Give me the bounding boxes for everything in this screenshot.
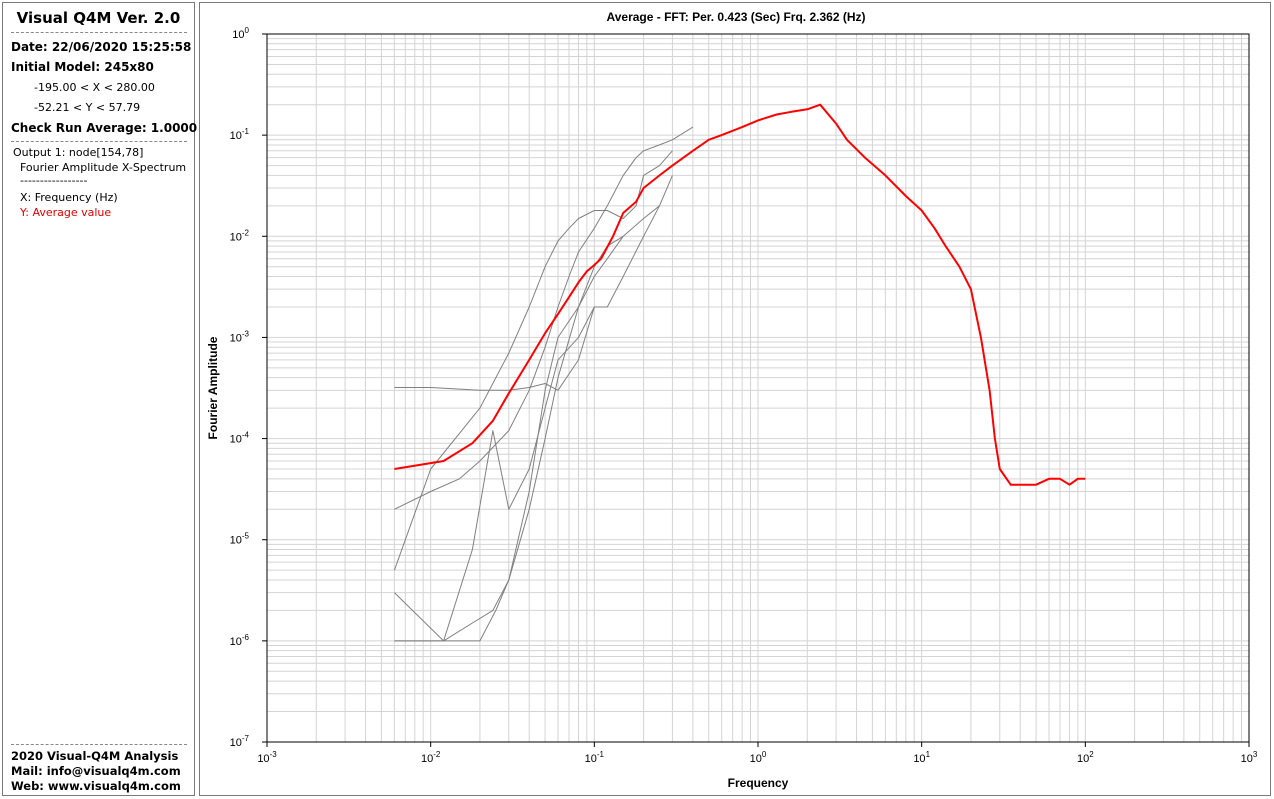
y-tick-label: 10-5	[230, 532, 250, 547]
y-tick-label: 10-1	[230, 127, 250, 142]
individual-series-line	[394, 126, 694, 510]
y-tick-base: 10	[232, 29, 244, 41]
grid	[267, 34, 1249, 742]
x-tick-label: 102	[1077, 750, 1094, 765]
y-tick-base: 10	[230, 130, 242, 142]
x-tick-exponent: 0	[762, 750, 767, 759]
info-sidebar: Visual Q4M Ver. 2.0 Date: 22/06/2020 15:…	[2, 2, 198, 796]
x-tick-base: 10	[750, 753, 762, 765]
x-tick-base: 10	[1241, 753, 1253, 765]
info-divider	[11, 141, 187, 142]
x-tick-exponent: -2	[433, 750, 441, 759]
y-tick-exponent: -1	[242, 127, 250, 136]
x-tick-label: 10-3	[257, 750, 277, 765]
y-tick-base: 10	[230, 231, 242, 243]
x-tick-exponent: 2	[1089, 750, 1094, 759]
y-tick-label: 100	[232, 26, 249, 41]
individual-series-line	[394, 205, 660, 642]
y-tick-exponent: -5	[242, 532, 250, 541]
x-tick-exponent: 1	[926, 750, 931, 759]
x-tick-exponent: -3	[270, 750, 278, 759]
app-title: Visual Q4M Ver. 2.0	[16, 9, 181, 27]
x-tick-exponent: 3	[1253, 750, 1258, 759]
date-label: Date: 22/06/2020 15:25:58	[11, 40, 192, 54]
x-range-label: -195.00 < X < 280.00	[34, 81, 155, 94]
x-tick-base: 10	[913, 753, 925, 765]
y-tick-exponent: -7	[242, 734, 250, 743]
x-tick-base: 10	[1077, 753, 1089, 765]
fft-chart: Average - FFT: Per. 0.423 (Sec) Frq. 2.3…	[206, 10, 1258, 790]
x-tick-base: 10	[585, 753, 597, 765]
chart-title: Average - FFT: Per. 0.423 (Sec) Frq. 2.3…	[607, 10, 866, 24]
spectrum-label: Fourier Amplitude X-Spectrum	[20, 161, 187, 174]
footer-web: Web: www.visualq4m.com	[11, 779, 181, 793]
y-tick-exponent: -3	[242, 329, 250, 338]
x-legend-label: X: Frequency (Hz)	[20, 191, 118, 204]
y-tick-exponent: -6	[242, 633, 250, 642]
initial-model-label: Initial Model: 245x80	[11, 60, 154, 74]
y-tick-base: 10	[230, 737, 242, 749]
x-tick-base: 10	[257, 753, 269, 765]
y-tick-label: 10-3	[230, 329, 250, 344]
y-tick-base: 10	[230, 332, 242, 344]
individual-series-line	[394, 306, 595, 391]
individual-series-line	[394, 236, 624, 642]
footer-mail: Mail: info@visualq4m.com	[11, 764, 181, 778]
y-axis-title: Fourier Amplitude	[206, 336, 220, 439]
y-tick-base: 10	[230, 434, 242, 446]
x-tick-label: 103	[1241, 750, 1258, 765]
plot-frame: Average - FFT: Per. 0.423 (Sec) Frq. 2.3…	[199, 2, 1271, 796]
x-tick-label: 100	[750, 750, 767, 765]
x-axis-title: Frequency	[728, 776, 789, 790]
x-tick-label: 10-2	[421, 750, 441, 765]
legend-separator: -----------------	[20, 174, 88, 187]
y-tick-exponent: 0	[245, 26, 250, 35]
y-tick-base: 10	[230, 535, 242, 547]
check-run-label: Check Run Average: 1.0000	[11, 121, 198, 135]
output-label: Output 1: node[154,78]	[13, 146, 144, 159]
y-tick-label: 10-4	[230, 431, 250, 446]
y-tick-label: 10-6	[230, 633, 250, 648]
title-divider	[11, 32, 187, 33]
individual-series-line	[393, 150, 673, 571]
y-tick-exponent: -2	[242, 228, 250, 237]
x-tick-exponent: -1	[597, 750, 605, 759]
y-tick-label: 10-7	[230, 734, 250, 749]
x-tick-base: 10	[421, 753, 433, 765]
average-series-line	[394, 103, 1086, 486]
y-range-label: -52.21 < Y < 57.79	[34, 101, 141, 114]
y-tick-exponent: -4	[242, 431, 250, 440]
series-group	[393, 103, 1086, 642]
y-tick-label: 10-2	[230, 228, 250, 243]
footer-title: 2020 Visual-Q4M Analysis	[11, 749, 179, 763]
y-legend-label: Y: Average value	[20, 206, 112, 219]
x-tick-label: 101	[913, 750, 930, 765]
x-tick-label: 10-1	[585, 750, 605, 765]
footer-divider	[11, 744, 187, 745]
individual-series-line	[394, 175, 673, 642]
y-tick-base: 10	[230, 636, 242, 648]
axis-ticks: 10-3 10-2 10-1 100 101 102 10310-710-610-510-4…	[230, 26, 1258, 765]
